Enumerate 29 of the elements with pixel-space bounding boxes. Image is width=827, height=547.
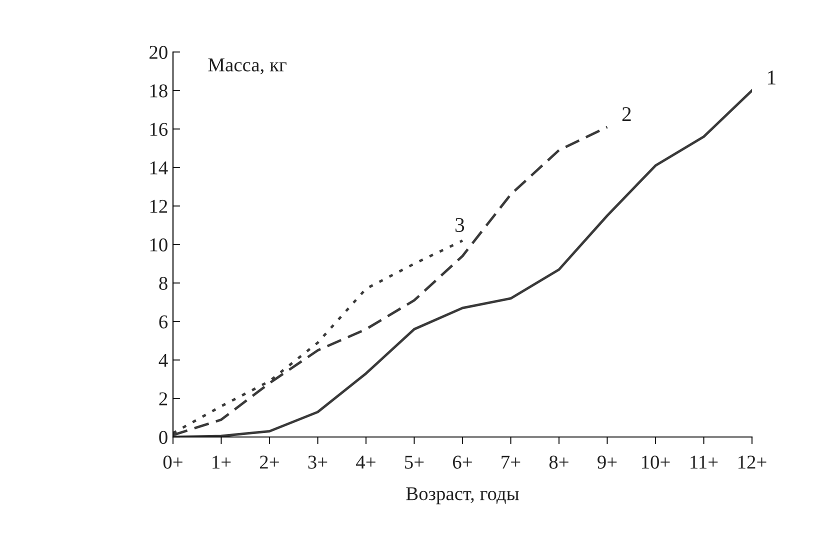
x-tick-label: 9+ [598,456,617,469]
series-label: 1 [768,70,776,84]
series-label: 3 [456,218,464,232]
y-tick-label: 10 [150,238,168,252]
y-axis-title: Масса, кг [208,58,286,74]
y-tick-label: 20 [150,46,168,59]
x-tick-label: 11+ [690,456,718,469]
x-tick-label: 7+ [502,456,520,469]
x-tick-label: 8+ [549,456,568,469]
y-tick-label: 8 [159,276,168,290]
y-tick-label: 4 [158,354,168,367]
x-tick-label: 4+ [356,456,376,469]
y-tick-label: 14 [150,161,168,174]
x-tick-label: 5+ [405,456,424,469]
x-tick-label: 6+ [452,456,472,469]
x-axis-title: Возраст, годы [406,487,519,504]
x-tick-label: 10+ [642,456,670,469]
series-label: 2 [622,107,631,121]
y-tick-label: 6 [159,315,168,328]
x-tick-label: 1+ [212,456,231,469]
y-tick-label: 0 [159,430,168,444]
x-tick-label: 2+ [260,456,279,469]
y-tick-label: 2 [159,392,168,406]
y-tick-label: 12 [150,200,168,213]
x-tick-label: 0+ [163,456,182,469]
y-tick-label: 18 [150,84,168,98]
y-tick-label: 16 [150,122,168,136]
x-tick-label: 3+ [308,456,328,469]
x-tick-label: 12+ [738,456,766,469]
